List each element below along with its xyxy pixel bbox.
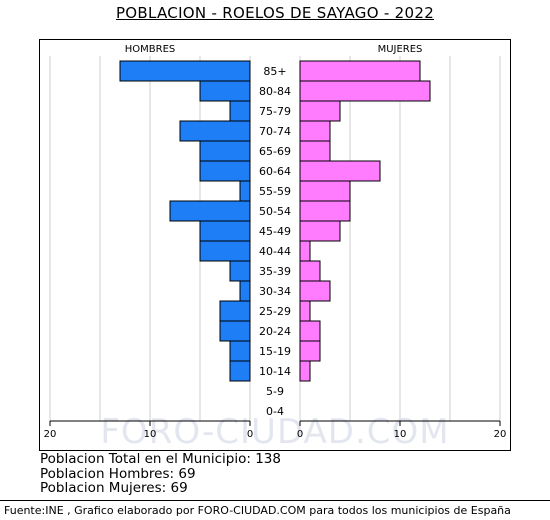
age-group-label: 25-29 [259,305,291,318]
age-group-label: 45-49 [259,225,291,238]
bar-hombres-10-14 [229,360,251,382]
footer-divider [0,500,550,501]
x-tick-label: 10 [144,429,157,440]
bar-mujeres-15-19 [299,340,321,362]
bar-mujeres-20-24 [299,320,321,342]
age-group-label: 5-9 [266,385,284,398]
bar-hombres-15-19 [229,340,251,362]
bar-mujeres-40-44 [299,240,311,262]
stat-mujeres: Poblacion Mujeres: 69 [40,480,188,496]
population-stats: Poblacion Total en el Municipio: 138 Pob… [40,452,281,496]
bar-mujeres-30-34 [299,280,331,302]
bar-hombres-50-54 [169,200,251,222]
bar-hombres-70-74 [179,120,251,142]
legend-hombres: HOMBRES [125,44,176,55]
age-group-label: 75-79 [259,105,291,118]
x-tick-label: 20 [44,429,57,440]
age-group-label: 60-64 [259,165,291,178]
age-group-label: 40-44 [259,245,291,258]
bar-mujeres-70-74 [299,120,331,142]
bar-mujeres-65-69 [299,140,331,162]
bar-mujeres-60-64 [299,160,381,182]
x-tick-label: 10 [394,429,407,440]
source-footer: Fuente:INE , Grafico elaborado por FORO-… [4,504,511,517]
bar-mujeres-75-79 [299,100,341,122]
legend-mujeres: MUJERES [378,44,423,55]
age-group-label: 35-39 [259,265,291,278]
bar-hombres-40-44 [199,240,251,262]
bar-hombres-20-24 [219,320,251,342]
bar-hombres-75-79 [229,100,251,122]
age-group-label: 85+ [263,65,286,78]
bar-hombres-55-59 [239,180,251,202]
bar-hombres-85+ [119,60,251,82]
bar-hombres-35-39 [229,260,251,282]
chart-title: POBLACION - ROELOS DE SAYAGO - 2022 [115,4,435,22]
bar-mujeres-85+ [299,60,421,82]
x-tick-label: 0 [297,429,303,440]
bar-mujeres-45-49 [299,220,341,242]
age-group-label: 70-74 [259,125,291,138]
stat-hombres: Poblacion Hombres: 69 [40,465,196,482]
age-group-label: 10-14 [259,365,291,378]
x-tick-label: 20 [494,429,507,440]
bar-hombres-65-69 [199,140,251,162]
bar-mujeres-35-39 [299,260,321,282]
bar-hombres-45-49 [199,220,251,242]
bar-mujeres-55-59 [299,180,351,202]
age-group-label: 30-34 [259,285,291,298]
bar-hombres-80-84 [199,80,251,102]
age-group-label: 55-59 [259,185,291,198]
bar-hombres-30-34 [239,280,251,302]
x-tick-label: 0 [247,429,253,440]
bar-mujeres-10-14 [299,360,311,382]
bar-mujeres-80-84 [299,80,431,102]
bar-mujeres-25-29 [299,300,311,322]
bar-mujeres-50-54 [299,200,351,222]
population-pyramid-chart: HOMBRES MUJERES 85+ 80-84 75-79 70-74 65-69 60-… [44,44,507,440]
bar-hombres-25-29 [219,300,251,322]
age-group-label: 50-54 [259,205,291,218]
age-group-label: 65-69 [259,145,291,158]
chart-frame [39,39,511,451]
age-group-label: 80-84 [259,85,291,98]
stat-total: Poblacion Total en el Municipio: 138 [40,451,281,467]
age-group-label: 15-19 [259,345,291,358]
bar-hombres-60-64 [199,160,251,182]
age-group-label: 0-4 [266,405,284,418]
age-group-label: 20-24 [259,325,291,338]
